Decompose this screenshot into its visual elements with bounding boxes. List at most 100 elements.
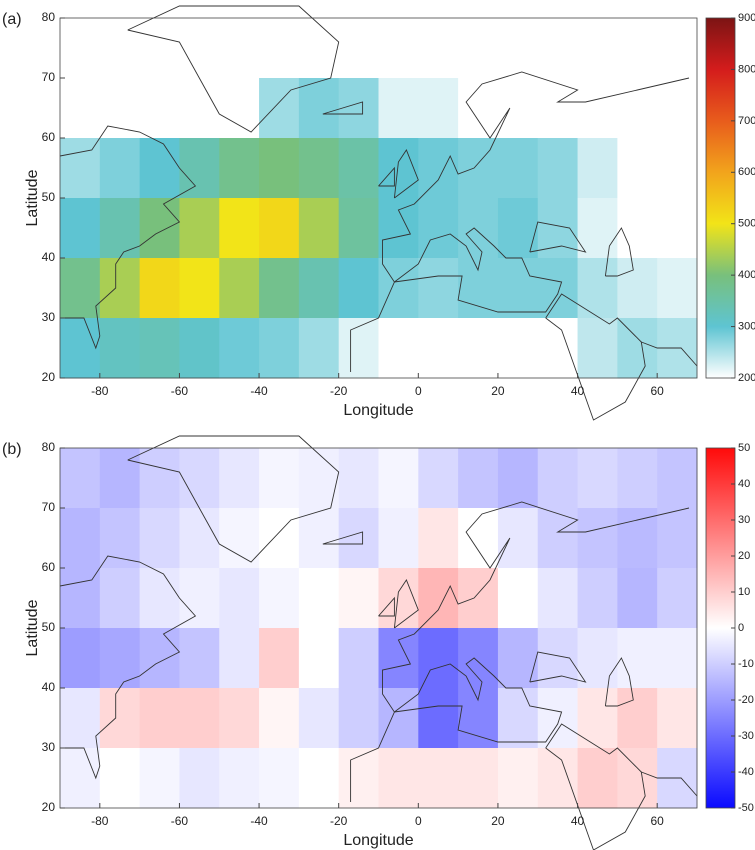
heat-cell <box>219 258 260 319</box>
heat-cell <box>179 628 220 689</box>
heat-cell <box>139 628 180 689</box>
heat-cell <box>219 628 260 689</box>
heat-cell <box>99 748 141 809</box>
colorbar-tick-label: 10 <box>738 586 750 598</box>
heat-cell <box>497 18 539 79</box>
x-tick-label: 60 <box>651 384 665 398</box>
heat-cell <box>577 508 618 569</box>
heat-cell <box>458 748 499 809</box>
heat-cell <box>99 448 141 509</box>
colorbar-tick-label: 300 <box>738 320 755 332</box>
heat-cell <box>617 508 658 569</box>
heat-cell <box>418 568 459 629</box>
colorbar-tick-label: -40 <box>738 766 754 778</box>
heat-cell <box>577 448 618 509</box>
heat-cell <box>219 198 260 259</box>
x-tick-label: -80 <box>91 384 109 398</box>
y-tick-label: 20 <box>42 800 56 814</box>
heat-cell <box>179 318 220 379</box>
heat-cell <box>139 448 180 509</box>
heat-cell <box>617 138 658 199</box>
heat-cell <box>497 628 539 689</box>
heat-cell <box>99 198 141 259</box>
x-tick-label: -40 <box>250 384 268 398</box>
coastline <box>59 555 197 780</box>
coastline <box>59 125 197 350</box>
heat-cell <box>617 258 658 319</box>
heat-cell <box>537 318 579 379</box>
colorbar <box>705 17 736 379</box>
heat-cell <box>617 78 658 139</box>
panel-label: (b) <box>2 441 22 458</box>
heat-cell <box>60 318 101 379</box>
heat-cell <box>139 318 180 379</box>
heat-cell <box>179 748 220 809</box>
heat-cell <box>99 18 141 79</box>
heat-cell <box>458 138 499 199</box>
heat-cell <box>537 508 579 569</box>
x-tick-label: -20 <box>330 384 348 398</box>
panel: (b) -80 -60 -40 -20 0 20 40 60 20 30 40 50 60 70 80 Long… <box>2 435 754 850</box>
x-tick-label: 0 <box>415 814 422 828</box>
heat-cell <box>497 78 539 139</box>
heat-cell <box>259 198 300 259</box>
heat-cell <box>378 568 419 629</box>
coastline <box>127 435 340 563</box>
heat-cell <box>458 198 499 259</box>
heat-cell <box>458 318 499 379</box>
coastline <box>641 771 698 797</box>
heat-cell <box>60 748 101 809</box>
heat-cell <box>338 258 379 319</box>
heat-cell <box>219 568 260 629</box>
heat-cell <box>219 78 260 139</box>
heat-cell <box>617 448 658 509</box>
heat-cell <box>219 448 260 509</box>
colorbar-tick-label: 600 <box>738 166 755 178</box>
heat-cell <box>657 78 698 139</box>
y-tick-label: 80 <box>42 10 56 24</box>
panel-label: (a) <box>2 11 22 28</box>
heat-cell <box>99 138 141 199</box>
heat-cell <box>298 628 340 689</box>
heat-cell <box>139 568 180 629</box>
heat-cell <box>577 78 618 139</box>
heat-cell <box>617 18 658 79</box>
coastline <box>322 101 364 115</box>
heat-cell <box>537 138 579 199</box>
heat-cell <box>418 198 459 259</box>
colorbar <box>705 447 736 809</box>
y-axis-title: Latitude <box>24 599 41 656</box>
colorbar-tick-label: -50 <box>738 802 754 814</box>
heat-cell <box>497 508 539 569</box>
y-tick-label: 50 <box>42 620 56 634</box>
coastline <box>394 657 563 743</box>
heat-cell <box>298 18 340 79</box>
colorbar-tick-label: 700 <box>738 115 755 127</box>
heat-cell <box>139 18 180 79</box>
heat-cell <box>298 688 340 749</box>
heat-cell <box>338 628 379 689</box>
heat-cell <box>298 568 340 629</box>
heat-cell <box>418 688 459 749</box>
coastline <box>378 166 395 187</box>
heat-cell <box>298 198 340 259</box>
colorbar-tick-label: 30 <box>738 514 750 526</box>
heat-cell <box>338 568 379 629</box>
y-tick-label: 30 <box>42 740 56 754</box>
heat-cell <box>537 18 579 79</box>
heat-cell <box>497 318 539 379</box>
heat-cell <box>219 508 260 569</box>
x-tick-label: 20 <box>491 814 505 828</box>
x-tick-label: -20 <box>330 814 348 828</box>
heat-cell <box>338 748 379 809</box>
heat-cell <box>497 748 539 809</box>
heat-cell <box>259 688 300 749</box>
y-tick-label: 20 <box>42 370 56 384</box>
colorbar-tick-label: 0 <box>738 622 744 634</box>
heat-cell <box>99 318 141 379</box>
heat-cell <box>338 508 379 569</box>
heat-cell <box>179 448 220 509</box>
heatmap <box>60 448 698 809</box>
y-tick-label: 40 <box>42 680 56 694</box>
